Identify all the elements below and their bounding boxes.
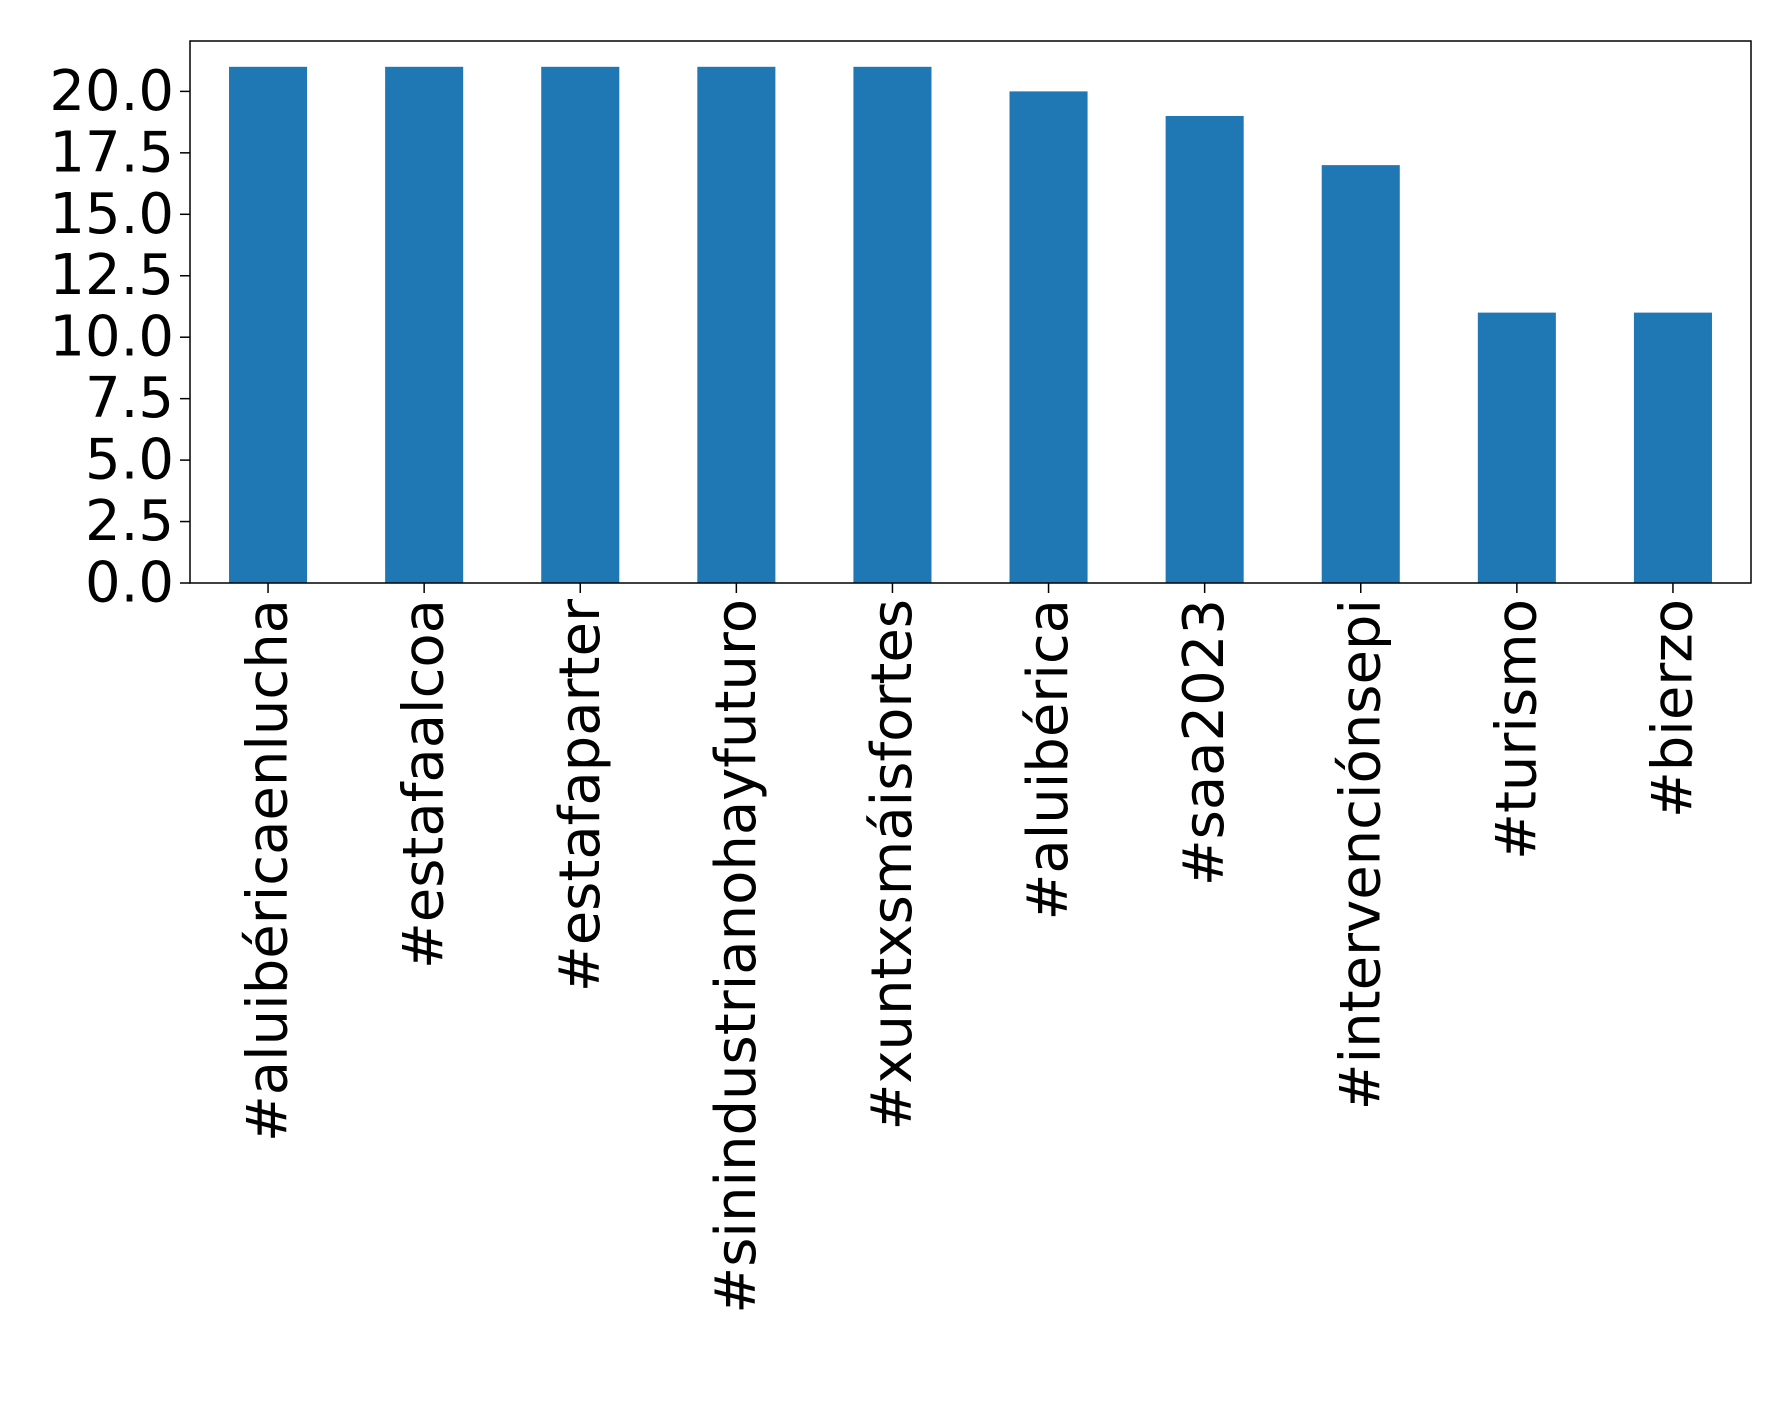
bar bbox=[541, 66, 620, 583]
x-axis: #aluibéricaenlucha #estafaalcoa #estafapar… bbox=[236, 583, 1705, 1314]
y-tick-label: 0.0 bbox=[85, 551, 174, 616]
x-tick-label: #estafaparter bbox=[548, 598, 613, 992]
bar bbox=[853, 66, 932, 583]
bar bbox=[229, 66, 308, 583]
y-axis: 0.02.55.07.510.012.515.017.520.0 bbox=[49, 59, 190, 616]
y-tick-label: 15.0 bbox=[49, 182, 174, 247]
x-tick-label: #bierzo bbox=[1640, 599, 1705, 818]
y-tick-label: 17.5 bbox=[49, 120, 174, 185]
x-tick-label: #intervenciónsepi bbox=[1328, 599, 1393, 1110]
bar bbox=[1633, 312, 1712, 583]
y-tick-label: 20.0 bbox=[49, 59, 174, 124]
x-tick-label: #aluibérica bbox=[1016, 599, 1081, 921]
x-tick-label: #xuntxsmáisfortes bbox=[860, 599, 925, 1131]
x-tick-label: #turismo bbox=[1484, 599, 1549, 860]
x-tick-label: #saa2023 bbox=[1172, 599, 1237, 886]
bar bbox=[1477, 312, 1556, 583]
bar bbox=[1009, 91, 1088, 583]
bar bbox=[1165, 115, 1244, 583]
x-tick-label: #sinindustrianohayfuturo bbox=[704, 599, 769, 1314]
y-tick-label: 5.0 bbox=[85, 428, 174, 493]
bar bbox=[697, 66, 776, 583]
bars-group bbox=[229, 66, 1712, 583]
x-tick-label: #aluibéricaenlucha bbox=[236, 599, 301, 1142]
y-tick-label: 2.5 bbox=[85, 489, 174, 554]
bar bbox=[385, 66, 464, 583]
bar bbox=[1321, 165, 1400, 583]
plot-area-frame bbox=[189, 40, 1752, 584]
x-tick-label: #estafaalcoa bbox=[392, 599, 457, 969]
y-tick-label: 7.5 bbox=[85, 366, 174, 431]
y-tick-label: 12.5 bbox=[49, 243, 174, 308]
y-tick-label: 10.0 bbox=[49, 305, 174, 370]
